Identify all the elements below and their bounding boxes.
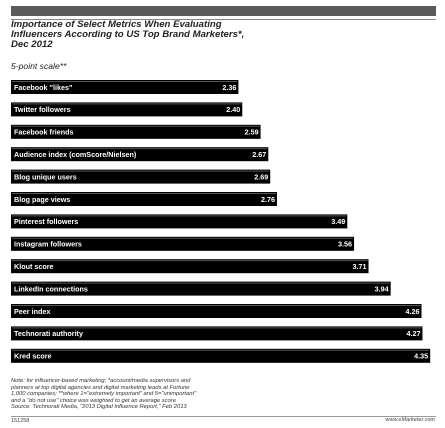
bar — [11, 281, 391, 296]
category-label: Twitter followers — [14, 105, 71, 114]
chart-id: 151258 — [11, 418, 30, 424]
header-divider — [11, 19, 436, 20]
bar — [11, 169, 271, 184]
note-line: 1,000 companies; **where 1="extremely im… — [11, 391, 197, 398]
category-label: Facebook friends — [14, 128, 74, 137]
chart-title-line: Importance of Select Metrics When Evalua… — [11, 19, 222, 30]
bar-highlight — [12, 170, 270, 172]
site-credit: www.eMarketer.com — [385, 417, 435, 423]
value-label: 4.26 — [406, 307, 420, 316]
category-label: Blog unique users — [14, 172, 77, 181]
value-label: 3.56 — [338, 240, 352, 249]
category-label: Kred score — [14, 352, 52, 361]
value-label: 2.76 — [261, 195, 275, 204]
header-bar — [11, 6, 436, 16]
bar — [11, 348, 431, 363]
bar — [11, 214, 348, 229]
category-label: Klout score — [14, 262, 54, 271]
bar-highlight — [12, 193, 276, 194]
value-label: 4.35 — [414, 352, 428, 361]
bar-highlight — [12, 81, 238, 82]
bar-highlight — [12, 349, 430, 351]
bar-highlight — [12, 327, 422, 329]
bar — [11, 192, 277, 206]
chart-title-line: Influencers According to US Top Brand Ma… — [11, 29, 245, 40]
value-label: 2.59 — [245, 128, 259, 137]
bar-highlight — [12, 148, 268, 150]
category-label: Technorati authority — [14, 329, 83, 338]
footer-divider — [11, 416, 436, 417]
bar-highlight — [12, 260, 368, 262]
bar-highlight — [12, 125, 260, 127]
bar — [11, 102, 243, 117]
category-label: Audience index (comScore/Nielsen) — [14, 150, 137, 159]
bar-highlight — [12, 282, 390, 284]
bar-highlight — [12, 103, 242, 105]
bar — [11, 304, 422, 318]
category-label: LinkedIn connections — [14, 284, 88, 293]
bar — [11, 326, 423, 341]
category-label: Instagram followers — [14, 240, 82, 249]
value-label: 2.40 — [226, 105, 240, 114]
chart-subtitle: 5-point scale** — [11, 61, 67, 71]
bar — [11, 259, 369, 274]
bar — [11, 124, 261, 139]
bar-highlight — [12, 237, 354, 239]
chart-title-line: Dec 2012 — [11, 39, 53, 50]
category-label: Blog page views — [14, 195, 70, 204]
bar — [11, 80, 239, 94]
note-line: planners at top digital agencies and dig… — [11, 384, 190, 391]
bar-highlight — [12, 215, 347, 217]
category-label: Pinterest followers — [14, 217, 78, 226]
value-label: 3.94 — [375, 284, 389, 293]
note-line: Note: for influencer-based marketing; *a… — [11, 378, 191, 384]
value-label: 3.71 — [353, 262, 367, 271]
value-label: 3.49 — [331, 217, 345, 226]
chart-notes: Note: for influencer-based marketing; *a… — [11, 378, 436, 411]
bar-highlight — [12, 305, 421, 306]
value-label: 4.27 — [406, 329, 420, 338]
value-label: 2.69 — [254, 172, 268, 181]
value-label: 2.67 — [252, 150, 266, 159]
value-label: 2.36 — [222, 83, 236, 92]
note-line: and a "do not use" choice was weighted t… — [11, 397, 176, 404]
source-line: Source: Technorati Media, "2013 Digital … — [11, 404, 187, 411]
category-label: Peer index — [14, 307, 50, 316]
bar — [11, 236, 355, 251]
bar — [11, 147, 269, 162]
chart-title: Importance of Select Metrics When Evalua… — [11, 20, 431, 50]
bar-chart: Facebook "likes" 2.36 Twitter followers 2.4… — [11, 80, 431, 363]
category-label: Facebook "likes" — [14, 83, 72, 92]
